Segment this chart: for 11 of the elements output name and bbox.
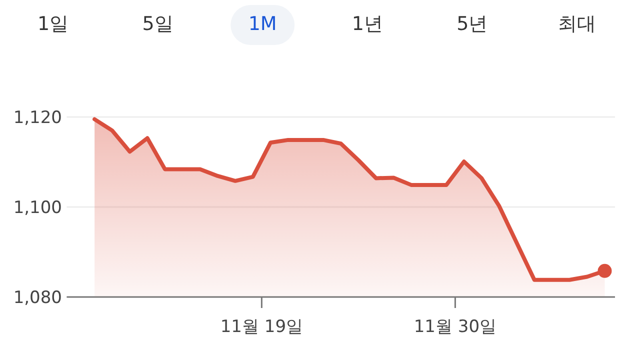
text: 최대: [558, 13, 596, 35]
y-tick-label: 1,100: [13, 198, 62, 218]
text: 5일: [142, 13, 174, 35]
y-tick-label: 1,120: [13, 108, 62, 128]
text: 5년: [456, 13, 488, 35]
x-tick-label: 11월 19일: [220, 317, 304, 337]
text: 1M: [248, 13, 277, 35]
x-tick-label: 11월 30일: [414, 317, 497, 337]
text: 1일: [37, 13, 69, 35]
text: 1년: [352, 13, 383, 35]
y-tick-label: 1,080: [13, 288, 62, 308]
